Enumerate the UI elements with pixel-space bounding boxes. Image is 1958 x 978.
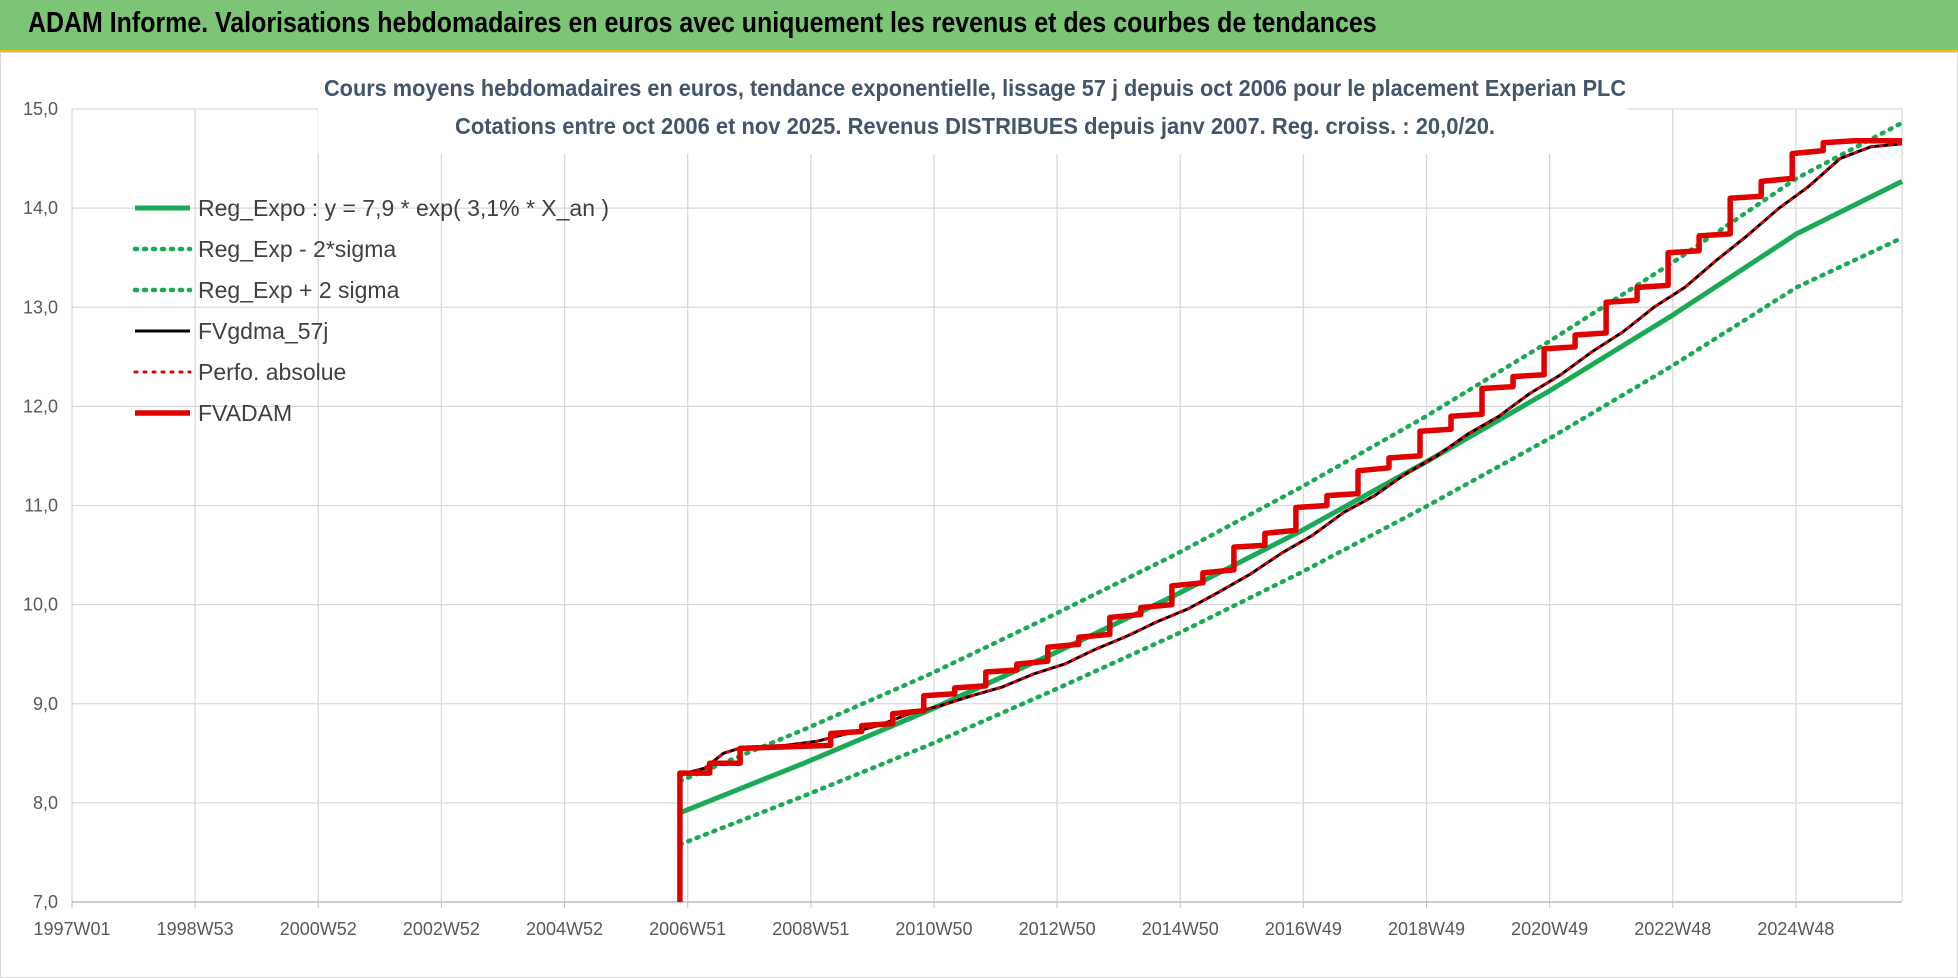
x-tick-label: 2010W50	[895, 919, 972, 939]
legend-label-0: Reg_Expo : y = 7,9 * exp( 3,1% * X_an )	[198, 195, 609, 221]
x-tick-label: 2000W52	[280, 919, 357, 939]
series-line-0	[678, 179, 1904, 816]
y-tick-label: 14,0	[23, 198, 58, 218]
chart-title-group: Cours moyens hebdomadaires en euros, ten…	[318, 62, 1628, 154]
series-layer	[677, 120, 1905, 902]
y-tick-label: 15,0	[23, 99, 58, 119]
x-tick-label: 2014W50	[1142, 919, 1219, 939]
x-tick-label: 2004W52	[526, 919, 603, 939]
x-tick-label: 1997W01	[33, 919, 110, 939]
grid	[71, 108, 1903, 903]
legend-label-4: Perfo. absolue	[198, 359, 346, 385]
chart-title-line-1: Cours moyens hebdomadaires en euros, ten…	[324, 75, 1626, 101]
axes: 7,0 8,0 9,0 10,0 11,0 12,0 13,0 14,0 15,0 1997W01…	[23, 99, 1902, 939]
chart-svg: 7,0 8,0 9,0 10,0 11,0 12,0 13,0 14,0 15,0 1997W01…	[0, 52, 1958, 978]
chart-frame: 7,0 8,0 9,0 10,0 11,0 12,0 13,0 14,0 15,0 1997W01…	[0, 52, 1958, 978]
chart-title-background	[318, 62, 1628, 154]
y-tick-label: 13,0	[23, 297, 58, 317]
chart-border	[0, 52, 1958, 978]
x-tick-label: 2002W52	[403, 919, 480, 939]
banner-title: ADAM Informe. Valorisations hebdomadaire…	[28, 7, 1377, 39]
x-tick-label: 2024W48	[1757, 919, 1834, 939]
legend-label-3: FVgdma_57j	[198, 318, 328, 344]
legend-label-2: Reg_Exp + 2 sigma	[198, 277, 400, 303]
x-tick-label: 2006W51	[649, 919, 726, 939]
y-tick-label: 8,0	[33, 793, 58, 813]
series-line-1	[677, 235, 1905, 847]
y-tick-label: 10,0	[23, 595, 58, 615]
x-tick-label: 2016W49	[1265, 919, 1342, 939]
series-line-5	[677, 137, 1902, 902]
legend: Reg_Expo : y = 7,9 * exp( 3,1% * X_an ) R…	[132, 195, 609, 426]
x-tick-label: 2020W49	[1511, 919, 1588, 939]
y-tick-label: 7,0	[33, 892, 58, 912]
x-tick-label: 2008W51	[772, 919, 849, 939]
legend-label-1: Reg_Exp - 2*sigma	[198, 236, 396, 262]
chart-title-line-2: Cotations entre oct 2006 et nov 2025. Re…	[455, 113, 1495, 139]
x-tick-label: 1998W53	[157, 919, 234, 939]
x-tick-label: 2022W48	[1634, 919, 1711, 939]
legend-label-5: FVADAM	[198, 400, 292, 426]
banner: ADAM Informe. Valorisations hebdomadaire…	[0, 0, 1958, 52]
y-tick-label: 9,0	[33, 694, 58, 714]
x-tick-label: 2012W50	[1019, 919, 1096, 939]
x-tick-label: 2018W49	[1388, 919, 1465, 939]
y-tick-label: 12,0	[23, 396, 58, 416]
y-tick-label: 11,0	[24, 496, 58, 516]
